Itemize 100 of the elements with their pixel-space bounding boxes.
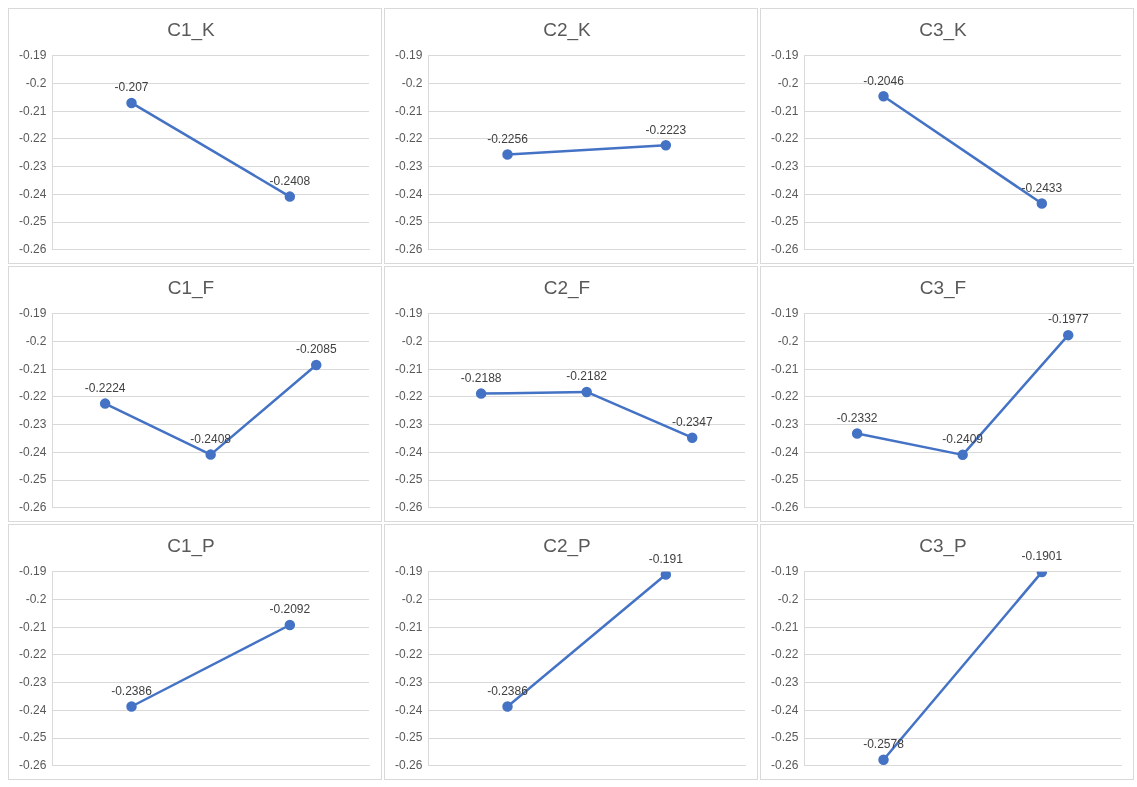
y-tick-label: -0.25 (18, 472, 47, 487)
y-tick-label: -0.24 (770, 444, 799, 459)
y-tick-label: -0.25 (18, 730, 47, 745)
point (686, 432, 698, 443)
y-tick-label: -0.26 (770, 500, 799, 515)
y-tick-label: -0.25 (770, 472, 799, 487)
y-tick-label: -0.26 (18, 242, 47, 257)
y-tick-label: -0.24 (770, 186, 799, 201)
y-tick-label: -0.23 (770, 416, 799, 431)
y-tick-label: -0.24 (18, 444, 47, 459)
chart-title: C2_P (543, 534, 591, 557)
y-tick-label: -0.2 (25, 333, 47, 348)
y-tick-label: -0.19 (18, 48, 47, 63)
y-tick-label: -0.2 (25, 591, 47, 606)
y-tick-label: -0.26 (394, 500, 423, 515)
chart-title: C2_F (543, 276, 591, 299)
y-tick-label: -0.22 (394, 647, 423, 662)
y-tick-label: -0.25 (770, 730, 799, 745)
y-tick-label: -0.26 (770, 242, 799, 257)
y-tick-label: -0.21 (770, 103, 799, 118)
point (957, 449, 968, 461)
y-tick-label: -0.19 (394, 564, 423, 579)
y-tick-label: -0.21 (770, 619, 799, 634)
y-tick-label: -0.2 (777, 333, 799, 348)
y-tick-label: -0.2 (777, 75, 799, 90)
data-label: -0.2223 (645, 122, 687, 137)
y-tick-label: -0.19 (770, 48, 799, 63)
y-tick-label: -0.2 (401, 591, 423, 606)
point (581, 386, 592, 398)
chart-title: C1_P (167, 534, 215, 557)
y-tick-label: -0.25 (18, 214, 47, 229)
y-tick-label: -0.24 (18, 186, 47, 201)
point (310, 359, 322, 371)
data-label: -0.207 (114, 80, 149, 95)
y-tick-label: -0.22 (770, 647, 799, 662)
y-tick-label: -0.2 (25, 75, 47, 90)
data-label: -0.2256 (487, 131, 529, 146)
data-label: -0.2085 (295, 342, 337, 357)
y-tick-label: -0.25 (770, 214, 799, 229)
data-label: -0.1901 (1021, 549, 1063, 564)
data-label: -0.2224 (84, 380, 126, 395)
data-label: -0.1977 (1047, 312, 1089, 327)
y-tick-label: -0.26 (18, 500, 47, 515)
y-tick-label: -0.2 (401, 333, 423, 348)
y-tick-label: -0.22 (18, 389, 47, 404)
point (1062, 329, 1074, 341)
data-label: -0.2188 (460, 370, 502, 385)
data-label: -0.2332 (836, 410, 878, 425)
y-tick-label: -0.24 (394, 702, 423, 717)
y-tick-label: -0.19 (18, 306, 47, 321)
y-tick-label: -0.19 (18, 564, 47, 579)
y-tick-label: -0.21 (770, 361, 799, 376)
data-label: -0.2347 (671, 415, 713, 429)
chart-title: C3_K (919, 18, 968, 41)
y-tick-label: -0.19 (394, 306, 423, 321)
data-label: -0.2182 (566, 369, 608, 384)
y-tick-label: -0.2 (401, 75, 423, 90)
data-label: -0.2386 (111, 683, 153, 698)
y-tick-label: -0.25 (394, 214, 423, 229)
y-tick-label: -0.26 (18, 758, 47, 773)
y-tick-label: -0.26 (394, 242, 423, 257)
chart-title: C1_F (167, 276, 215, 299)
point (205, 449, 216, 460)
y-tick-label: -0.21 (18, 361, 47, 376)
y-tick-label: -0.22 (770, 389, 799, 404)
y-tick-label: -0.26 (770, 758, 799, 773)
data-label: -0.2046 (863, 73, 905, 88)
point (851, 428, 863, 439)
y-tick-label: -0.24 (394, 444, 423, 459)
y-tick-label: -0.22 (394, 131, 423, 146)
data-label: -0.2092 (269, 602, 311, 617)
y-tick-label: -0.24 (770, 702, 799, 717)
point (99, 398, 111, 409)
y-tick-label: -0.19 (770, 306, 799, 321)
y-tick-label: -0.23 (18, 158, 47, 173)
y-tick-label: -0.23 (18, 674, 47, 689)
data-label: -0.2408 (269, 173, 311, 188)
y-tick-label: -0.22 (18, 647, 47, 662)
y-tick-label: -0.25 (394, 472, 423, 487)
y-tick-label: -0.26 (394, 758, 423, 773)
data-label: -0.191 (648, 551, 684, 566)
y-tick-label: -0.23 (18, 416, 47, 431)
chart-title: C3_P (919, 534, 967, 557)
y-tick-label: -0.23 (394, 158, 423, 173)
y-tick-label: -0.19 (770, 564, 799, 579)
y-tick-label: -0.23 (394, 674, 423, 689)
y-tick-label: -0.21 (394, 103, 423, 118)
chart-title: C3_F (919, 276, 967, 299)
y-tick-label: -0.2 (777, 591, 799, 606)
y-tick-label: -0.22 (18, 131, 47, 146)
y-tick-label: -0.21 (18, 619, 47, 634)
point (475, 388, 487, 399)
y-tick-label: -0.21 (18, 103, 47, 118)
y-tick-label: -0.24 (18, 702, 47, 717)
y-tick-label: -0.22 (770, 131, 799, 146)
y-tick-label: -0.24 (394, 186, 423, 201)
y-tick-label: -0.23 (770, 158, 799, 173)
chart-title: C1_K (167, 18, 216, 41)
y-tick-label: -0.22 (394, 389, 423, 404)
y-tick-label: -0.21 (394, 361, 423, 376)
